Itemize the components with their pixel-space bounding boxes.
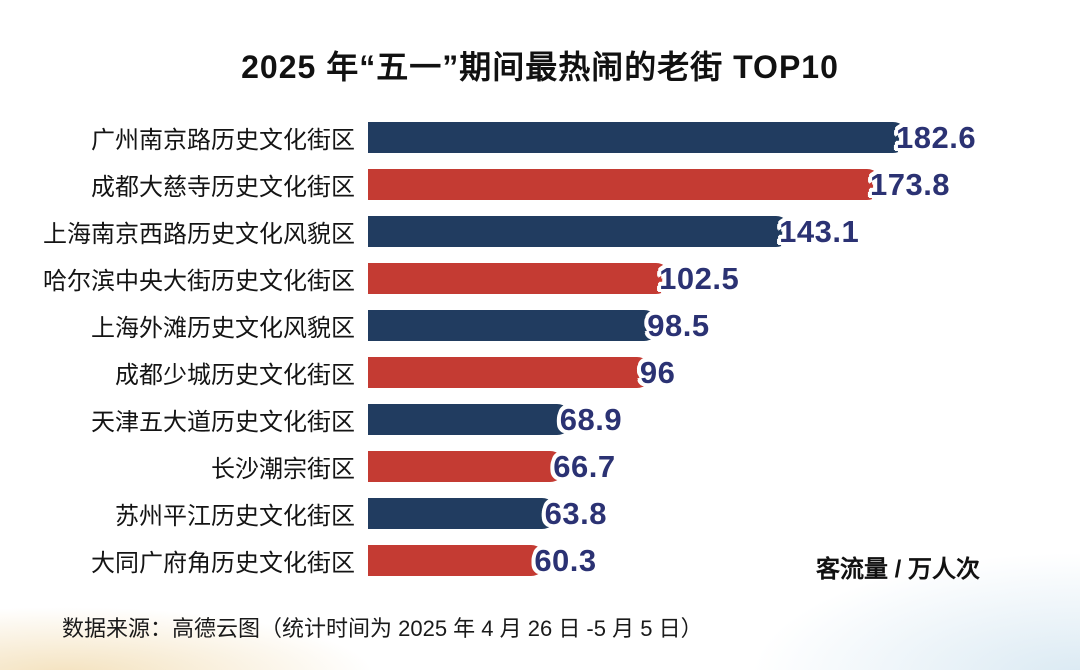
bar	[368, 169, 882, 200]
category-label: 上海南京西路历史文化风貌区	[43, 221, 355, 248]
bottom-right-blue-gradient	[650, 520, 1080, 670]
chart-row: 苏州平江历史文化街区 63.8	[40, 490, 1020, 537]
value-label: 182.6	[896, 119, 977, 155]
bar	[368, 216, 792, 247]
category-label: 苏州平江历史文化街区	[115, 503, 355, 530]
chart-row: 大同广府角历史文化街区 60.3	[40, 537, 1020, 584]
chart-row: 成都少城历史文化街区 96	[40, 349, 1020, 396]
bar	[368, 451, 566, 482]
category-label: 长沙潮宗街区	[211, 456, 355, 483]
value-label: 102.5	[659, 260, 740, 296]
chart-title: 2025 年“五一”期间最热闹的老街 TOP10	[241, 49, 839, 85]
value-label: 98.5	[647, 307, 710, 343]
chart-row: 哈尔滨中央大街历史文化街区 102.5	[40, 255, 1020, 302]
value-label: 96	[639, 354, 676, 390]
chart-row: 上海外滩历史文化风貌区 98.5	[40, 302, 1020, 349]
bar	[368, 357, 652, 388]
bar	[368, 545, 547, 576]
category-label: 哈尔滨中央大街历史文化街区	[43, 268, 355, 295]
bar-track: 102.5	[368, 260, 1020, 296]
bar-track: 96	[368, 354, 1020, 390]
chart-row: 天津五大道历史文化街区 68.9	[40, 396, 1020, 443]
value-label: 173.8	[869, 166, 951, 202]
category-label: 大同广府角历史文化街区	[91, 550, 355, 577]
bar-track: 98.5	[368, 307, 1020, 343]
unit-label: 客流量 / 万人次	[815, 556, 980, 583]
bar-track: 63.8	[368, 495, 1020, 531]
chart-row: 长沙潮宗街区 66.7	[40, 443, 1020, 490]
bar	[368, 263, 672, 294]
chart-row: 上海南京西路历史文化风貌区 143.1	[40, 208, 1020, 255]
bar-track: 68.9	[368, 401, 1020, 437]
category-label: 成都少城历史文化街区	[115, 362, 355, 389]
value-label: 143.1	[779, 213, 860, 249]
category-label: 天津五大道历史文化街区	[91, 409, 355, 436]
category-label: 成都大慈寺历史文化街区	[91, 174, 355, 201]
value-label: 66.7	[553, 448, 616, 484]
bar-track: 60.3	[368, 542, 1020, 578]
bar	[368, 404, 572, 435]
bar	[368, 122, 908, 153]
chart-row: 广州南京路历史文化街区 182.6	[40, 114, 1020, 161]
source-note: 数据来源：高德云图（统计时间为 2025 年 4 月 26 日 -5 月 5 日…	[62, 616, 703, 641]
value-label: 60.3	[534, 542, 597, 578]
value-label: 63.8	[544, 495, 608, 531]
bar	[368, 310, 660, 341]
category-label: 上海外滩历史文化风貌区	[91, 315, 355, 342]
bar-track: 182.6	[368, 119, 1020, 155]
bar-track: 143.1	[368, 213, 1020, 249]
bar	[368, 498, 557, 529]
chart-row: 成都大慈寺历史文化街区 173.8	[40, 161, 1020, 208]
value-label: 68.9	[559, 401, 623, 437]
bar-track: 66.7	[368, 448, 1020, 484]
bar-track: 173.8	[368, 166, 1020, 202]
bottom-left-warm-gradient	[0, 560, 540, 670]
bar-chart: 广州南京路历史文化街区 182.6 成都大慈寺历史文化街区 173.8 上海南京西路历史…	[40, 114, 1020, 584]
category-label: 广州南京路历史文化街区	[91, 127, 355, 154]
